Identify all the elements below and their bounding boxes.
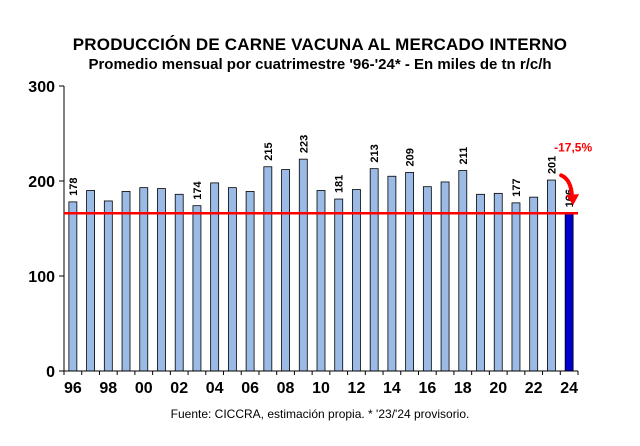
data-label-09: 223 — [298, 135, 310, 153]
x-tick-label: 14 — [383, 380, 401, 397]
reference-overlay: -17,5% — [64, 141, 592, 215]
chart-title: PRODUCCIÓN DE CARNE VACUNA AL MERCADO IN… — [72, 35, 568, 54]
x-tick-label: 02 — [170, 380, 188, 397]
bar-15 — [405, 172, 415, 372]
bar-04 — [210, 182, 220, 372]
data-label-11: 181 — [334, 175, 346, 193]
x-tick-label: 12 — [348, 380, 366, 397]
x-tick-label: 18 — [454, 380, 472, 397]
x-tick-label: 22 — [525, 380, 543, 397]
x-tick-label: 08 — [277, 380, 295, 397]
bar-20 — [493, 192, 503, 372]
bar-19 — [476, 193, 485, 372]
y-tick-label: 100 — [28, 269, 55, 286]
data-label-15: 209 — [405, 148, 417, 166]
data-label-13: 213 — [369, 144, 381, 162]
bar-99 — [121, 191, 131, 372]
y-tick-label: 200 — [28, 174, 55, 191]
data-label-23: 201 — [546, 156, 558, 174]
y-axis: 0 100 200 300 — [28, 79, 65, 381]
bar-24 — [564, 212, 574, 372]
bar-96 — [68, 201, 78, 372]
data-label-96: 178 — [68, 178, 80, 196]
x-tick-label: 98 — [99, 380, 117, 397]
annotation-arrow — [559, 173, 575, 200]
x-tick-label: 10 — [312, 380, 330, 397]
bar-03 — [192, 205, 202, 372]
bar-05 — [227, 187, 237, 372]
x-tick-label: 06 — [241, 380, 259, 397]
bar-07 — [263, 166, 273, 372]
bar-23 — [547, 179, 556, 372]
bar-06 — [245, 191, 255, 372]
chart-subtitle: Promedio mensual por cuatrimestre '96-'2… — [88, 56, 552, 73]
x-tick-label: 04 — [206, 380, 224, 397]
bar-01 — [157, 188, 166, 372]
bar-10 — [316, 190, 326, 372]
bar-14 — [387, 175, 397, 372]
x-tick-label: 24 — [560, 380, 578, 397]
bars — [68, 158, 574, 372]
data-label-18: 211 — [458, 147, 470, 165]
bar-00 — [139, 187, 149, 372]
y-tick-label: 300 — [28, 79, 55, 96]
bar-09 — [298, 158, 308, 372]
bar-18 — [458, 170, 468, 372]
bar-17 — [440, 181, 450, 372]
bar-13 — [369, 168, 379, 372]
bar-12 — [352, 189, 361, 372]
data-label-07: 215 — [263, 142, 275, 160]
y-tick-label: 0 — [46, 364, 55, 381]
data-labels: 178174215223181213209211177201166 — [68, 135, 576, 208]
x-tick-label: 20 — [489, 380, 507, 397]
x-tick-label: 00 — [135, 380, 153, 397]
bar-98 — [103, 200, 113, 372]
data-label-03: 174 — [192, 180, 204, 199]
source-footnote: Fuente: CICCRA, estimación propia. * '23… — [170, 407, 470, 421]
bar-02 — [174, 193, 184, 372]
data-label-21: 177 — [511, 178, 523, 196]
bar-97 — [86, 190, 95, 372]
annotation-arrowhead — [566, 194, 580, 206]
bar-08 — [281, 169, 290, 372]
x-tick-label: 16 — [418, 380, 436, 397]
annotation-text: -17,5% — [554, 141, 592, 155]
bar-21 — [511, 202, 521, 372]
x-axis: 96 98 00 02 04 06 08 10 12 14 16 18 20 22 24 — [63, 370, 579, 397]
x-tick-label: 96 — [64, 380, 82, 397]
bar-22 — [529, 196, 539, 372]
bar-11 — [334, 198, 344, 372]
